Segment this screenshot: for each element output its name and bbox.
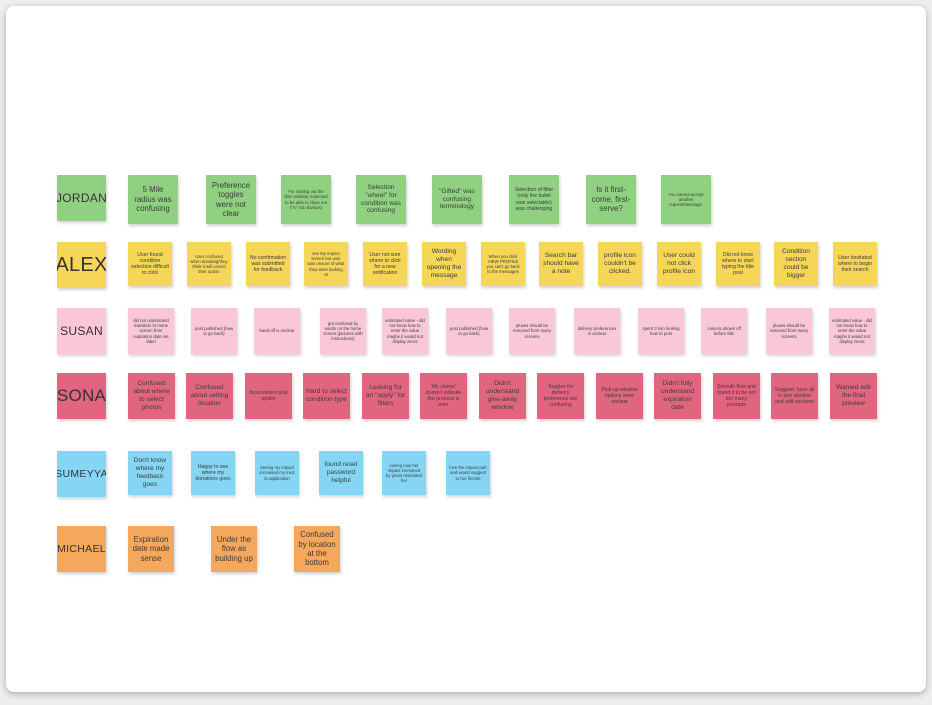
sticky-note[interactable]: 5 Mile radius was confusing — [128, 175, 178, 224]
sticky-note[interactable]: hand-off is unclear — [254, 308, 300, 354]
sticky-note[interactable]: Confused about setting location — [186, 373, 233, 419]
sticky-note[interactable]: post published (how to go back) — [191, 308, 237, 354]
sticky-note[interactable]: Toggles for delivery preference are conf… — [537, 373, 584, 419]
sticky-note[interactable]: Search bar should have a note — [539, 242, 583, 286]
sticky-note[interactable]: Suggest: have all in one window and edit… — [771, 373, 818, 419]
sticky-note[interactable]: Is it first-come, first-serve? — [586, 175, 636, 224]
sticky-note[interactable]: got confused by words on the home screen… — [320, 308, 366, 354]
sticky-note[interactable]: Under the flow as building up — [211, 526, 257, 572]
sticky-note[interactable]: User confused when donating/they think i… — [187, 242, 231, 286]
sticky-note[interactable]: pluses should be removed from many scree… — [509, 308, 555, 354]
sticky-note[interactable]: Hard to select condition type — [303, 373, 350, 419]
sticky-note[interactable]: Inconsistent skip option — [245, 373, 292, 419]
sticky-note[interactable]: delivery preferences is unclear — [574, 308, 620, 354]
participant-label-jordan[interactable]: JORDAN — [57, 175, 106, 221]
participant-label-sona[interactable]: SONA — [57, 373, 106, 419]
sticky-note[interactable]: did not understand transition to home sc… — [128, 308, 174, 354]
whiteboard-canvas[interactable]: JORDAN 5 Mile radius was confusing Prefe… — [6, 6, 926, 692]
sticky-note[interactable]: love the impact part and would suggest t… — [446, 451, 490, 495]
sticky-note[interactable]: Didn't understand give-away window — [479, 373, 526, 419]
sticky-note[interactable]: Wanted edit the final preview — [830, 373, 877, 419]
sticky-note[interactable]: You cannot accept another request/messag… — [661, 175, 711, 224]
sticky-note[interactable]: When you click VIEW PROFILE you can't go… — [481, 242, 525, 286]
participant-label-michael[interactable]: MICHAEL — [57, 526, 106, 572]
sticky-note[interactable]: seeing how her impact increased by years… — [382, 451, 426, 495]
sticky-note[interactable]: Preference toggles were not clear — [206, 175, 256, 224]
sticky-note[interactable]: Selection "wheel" for condition was conf… — [356, 175, 406, 224]
sticky-note[interactable]: No confirmation was submitted for feedba… — [246, 242, 290, 286]
sticky-note[interactable]: Expiration date made sense — [128, 526, 174, 572]
sticky-note[interactable]: Smooth flow and found it to be not too m… — [713, 373, 760, 419]
sticky-note[interactable]: Did not know where to start typing the t… — [716, 242, 760, 286]
sticky-note[interactable]: User found condition selection difficult… — [128, 242, 172, 286]
sticky-note[interactable]: Selection of filter (only the bullet was… — [509, 175, 559, 224]
sticky-note[interactable]: Don't know where my feedback goes — [128, 451, 172, 495]
sticky-note[interactable]: User not sure where to click for a new n… — [363, 242, 407, 286]
sticky-note[interactable]: Looking for an "apply" for filters — [362, 373, 409, 419]
sticky-note[interactable]: Confused about where to select photos — [128, 373, 175, 419]
sticky-note[interactable]: Wording when opening the message — [422, 242, 466, 286]
sticky-note[interactable]: pluses should be removed from many scree… — [766, 308, 812, 354]
sticky-note[interactable]: spent 3 min looking how to post — [638, 308, 684, 354]
sticky-note[interactable]: Confused by location at the bottom — [294, 526, 340, 572]
sticky-note[interactable]: estimated value - did not know how to en… — [382, 308, 428, 354]
sticky-note[interactable]: estimated value - did not know how to en… — [829, 308, 875, 354]
sticky-note[interactable]: 'My claims' doesn't indicate the process… — [420, 373, 467, 419]
sticky-note[interactable]: Condition section could be bigger — [774, 242, 818, 286]
sticky-note[interactable]: Pick-up window options were unclear — [596, 373, 643, 419]
sticky-note[interactable]: "Gifted" was confusing terminology — [432, 175, 482, 224]
sticky-note[interactable]: post published (how to go back) — [446, 308, 492, 354]
sticky-note[interactable]: User could not click profile icon — [657, 242, 701, 286]
sticky-note[interactable]: camera shows off before title — [701, 308, 747, 354]
sticky-note[interactable]: profile icon couldn't be clicked. — [598, 242, 642, 286]
sticky-note[interactable]: Didn't fully understand expiration date — [654, 373, 701, 419]
participant-label-alex[interactable]: ALEX — [57, 242, 106, 288]
sticky-note[interactable]: User hesitated where to begin their sear… — [833, 242, 877, 286]
sticky-note[interactable]: Seeing my impact increased my trust to a… — [255, 451, 299, 495]
sticky-note[interactable]: see My impact screen but user was unsure… — [304, 242, 348, 286]
participant-label-susan[interactable]: SUSAN — [57, 308, 106, 354]
participant-label-sumeyya[interactable]: SUMEYYA — [57, 451, 106, 497]
sticky-note[interactable]: found reset password helpful — [319, 451, 363, 495]
sticky-note[interactable]: Happy to see where my donations goes — [191, 451, 235, 495]
sticky-note[interactable]: For closing out the filter window, expec… — [281, 175, 331, 224]
